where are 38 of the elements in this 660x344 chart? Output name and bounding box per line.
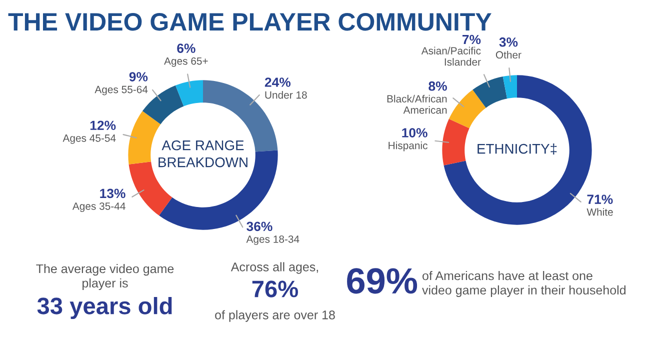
data-label: 6% <box>177 44 196 53</box>
donut-slice <box>442 118 470 166</box>
slice-label: Ages 45-54 <box>62 134 116 144</box>
data-label: 12% <box>90 120 116 130</box>
slice-label: Asian/Pacific Islander <box>421 46 481 66</box>
slice-label: Black/African American <box>387 94 447 114</box>
slice-label: Under 18 <box>265 91 307 99</box>
slice-label: Hispanic <box>388 142 428 152</box>
text: THE VIDEO GAME PLAYER COMMUNITY <box>8 13 492 31</box>
data-label: 3% <box>499 37 518 47</box>
data-label: 10% <box>402 128 428 138</box>
text: 33 years old <box>37 296 172 320</box>
data-label: 13% <box>100 188 126 198</box>
text: Across all ages, <box>230 262 318 274</box>
text: AGE RANGE BREAKDOWN <box>158 140 248 168</box>
text: 76% <box>252 280 298 298</box>
text: The average video game player is <box>36 264 174 290</box>
text: of Americans have at least one video game player in their household <box>422 270 626 298</box>
donut-slice <box>472 76 508 108</box>
slice-label: Ages 18-34 <box>246 235 300 245</box>
slice-label: Ages 55-64 <box>94 86 148 96</box>
data-label: 36% <box>246 222 272 232</box>
slice-label: Ages 65+ <box>164 57 208 67</box>
slice-label: White <box>586 208 613 216</box>
data-label: 24% <box>264 78 291 87</box>
data-label: 8% <box>428 81 447 91</box>
donut-slice <box>448 90 486 128</box>
donut-slice <box>502 75 517 99</box>
donut-slice <box>175 80 203 106</box>
data-label: 9% <box>129 72 148 82</box>
donut-slice <box>159 150 278 230</box>
text: 69% <box>347 268 418 294</box>
data-label: 71% <box>587 194 613 204</box>
slice-label: Ages 35-44 <box>72 202 126 212</box>
text: of players are over 18 <box>215 310 335 322</box>
data-label: 7% <box>462 34 481 44</box>
slice-label: Other <box>496 50 522 59</box>
text: ETHNICITY‡ <box>478 144 557 155</box>
